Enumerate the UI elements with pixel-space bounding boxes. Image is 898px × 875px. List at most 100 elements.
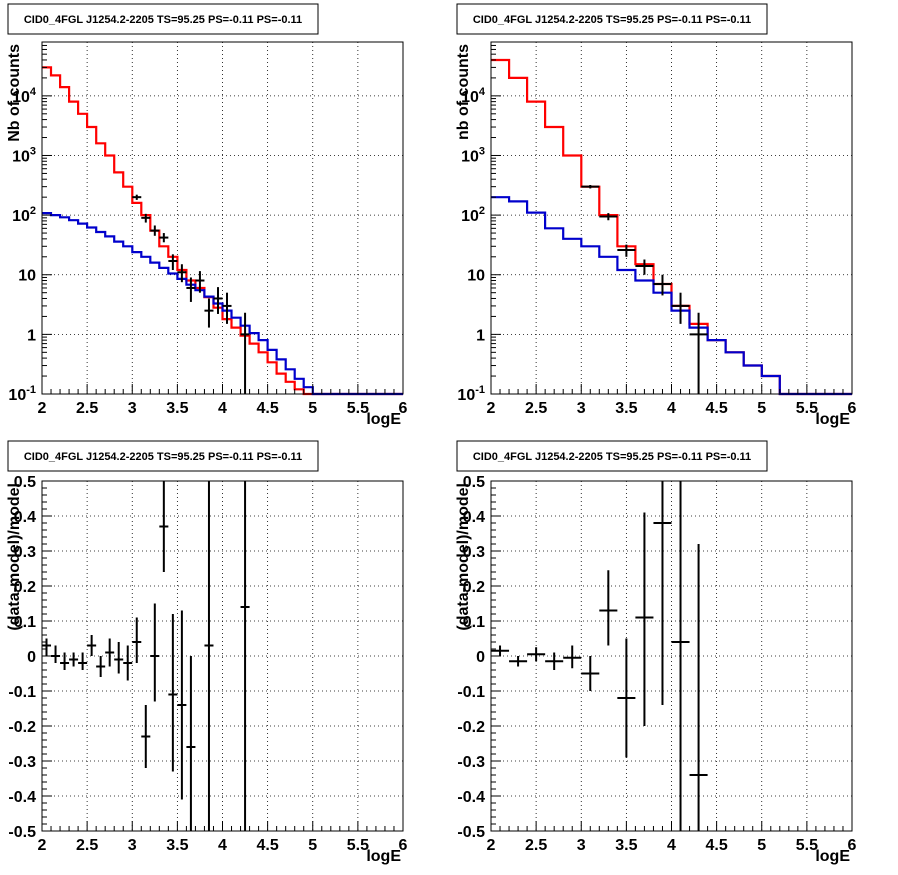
data-point [186,656,196,831]
y-tick-label: 0.4 [463,509,485,526]
x-tick-label: 5 [308,400,317,417]
x-tick-label: 2 [38,837,47,854]
source-model-histogram [491,196,852,396]
x-tick-label: 4.5 [257,400,279,417]
y-axis-label: nb of counts [455,44,472,140]
y-tick-label: 0.3 [463,544,485,561]
data-point [671,481,690,831]
x-tick-label: 6 [848,837,857,854]
x-tick-label: 2.5 [525,400,547,417]
y-tick-label: 0.2 [14,579,36,596]
x-tick-label: 5 [308,837,317,854]
y-axis-label: (data-model)/model [455,483,472,631]
x-tick-label: 5 [757,400,766,417]
y-tick-label: 10 [18,268,36,285]
data-point [141,705,151,768]
source-model-histogram [42,212,403,396]
x-tick-label: 5.5 [796,837,818,854]
x-tick-label: 5.5 [796,400,818,417]
y-tick-label: 0.4 [14,509,36,526]
data-point [159,481,169,572]
x-tick-label: 2 [487,400,496,417]
data-point [545,652,564,670]
data-point [87,635,97,656]
data-point [132,617,142,663]
title-box [456,3,768,35]
data-point [222,292,232,324]
data-point [96,656,106,677]
x-tick-label: 2.5 [76,400,98,417]
data-point [150,225,160,236]
plot-panel-4: CID0_4FGL J1254.2-2205 TS=95.25 PS=-0.11… [455,440,857,865]
x-tick-label: 3.5 [166,400,188,417]
x-tick-label: 6 [399,400,408,417]
x-tick-label: 4 [218,400,227,417]
x-axis-label: logE [366,411,401,428]
data-point [653,481,672,705]
data-point [213,287,223,314]
y-tick-label: 102 [461,205,485,225]
y-tick-label: 1 [27,327,36,344]
y-tick-label: -0.5 [457,824,485,841]
x-tick-label: 5.5 [347,400,369,417]
x-tick-label: 4 [218,837,227,854]
y-tick-label: 0.5 [14,474,36,491]
chart-title: CID0_4FGL J1254.2-2205 TS=95.25 PS=-0.11… [473,14,751,26]
data-point [132,194,142,200]
y-tick-label: -0.4 [8,789,36,806]
chart-title: CID0_4FGL J1254.2-2205 TS=95.25 PS=-0.11… [24,451,302,463]
data-point [114,642,124,674]
x-tick-label: 4.5 [706,400,728,417]
y-tick-label: -0.1 [457,684,485,701]
x-axis-label: logE [366,848,401,865]
plot-panel-2: CID0_4FGL J1254.2-2205 TS=95.25 PS=-0.11… [455,3,857,428]
data-point [617,638,636,758]
y-tick-label: 104 [12,86,37,106]
x-tick-label: 3 [577,400,586,417]
data-point [635,512,654,726]
chart-title: CID0_4FGL J1254.2-2205 TS=95.25 PS=-0.11… [473,451,751,463]
data-point [617,244,636,257]
x-tick-label: 4 [667,400,676,417]
data-point [141,213,151,223]
data-point [105,638,115,667]
x-tick-label: 4 [667,837,676,854]
y-tick-label: 0.2 [463,579,485,596]
x-tick-label: 3 [577,837,586,854]
data-point [527,647,546,662]
x-tick-label: 3.5 [166,837,188,854]
data-point [42,638,52,656]
data-point [491,645,510,656]
y-tick-label: 103 [461,145,485,165]
x-tick-label: 3 [128,837,137,854]
x-tick-label: 2.5 [525,837,547,854]
y-tick-label: -0.4 [457,789,485,806]
data-point [689,312,708,394]
data-point [60,652,70,670]
x-tick-label: 5.5 [347,837,369,854]
data-point [204,298,214,328]
data-point [204,481,214,831]
y-tick-label: 10-1 [8,384,36,404]
title-box [7,440,319,472]
y-tick-label: 0.1 [463,614,485,631]
y-tick-label: 0 [27,649,36,666]
data-point [671,292,690,324]
y-tick-label: -0.3 [457,754,485,771]
y-axis-label: (data-model)/model [6,483,23,631]
data-point [168,254,178,271]
data-point [581,184,600,189]
y-tick-label: 0.3 [14,544,36,561]
y-tick-label: 103 [12,145,36,165]
y-tick-label: 1 [476,327,485,344]
y-tick-label: -0.2 [8,719,36,736]
plot-panel-3: CID0_4FGL J1254.2-2205 TS=95.25 PS=-0.11… [6,440,408,865]
data-point [78,652,88,670]
data-point [123,645,133,681]
y-tick-label: 10 [467,268,485,285]
data-point [599,570,618,646]
data-point [159,233,169,243]
data-point [177,264,187,283]
data-point [581,656,600,691]
